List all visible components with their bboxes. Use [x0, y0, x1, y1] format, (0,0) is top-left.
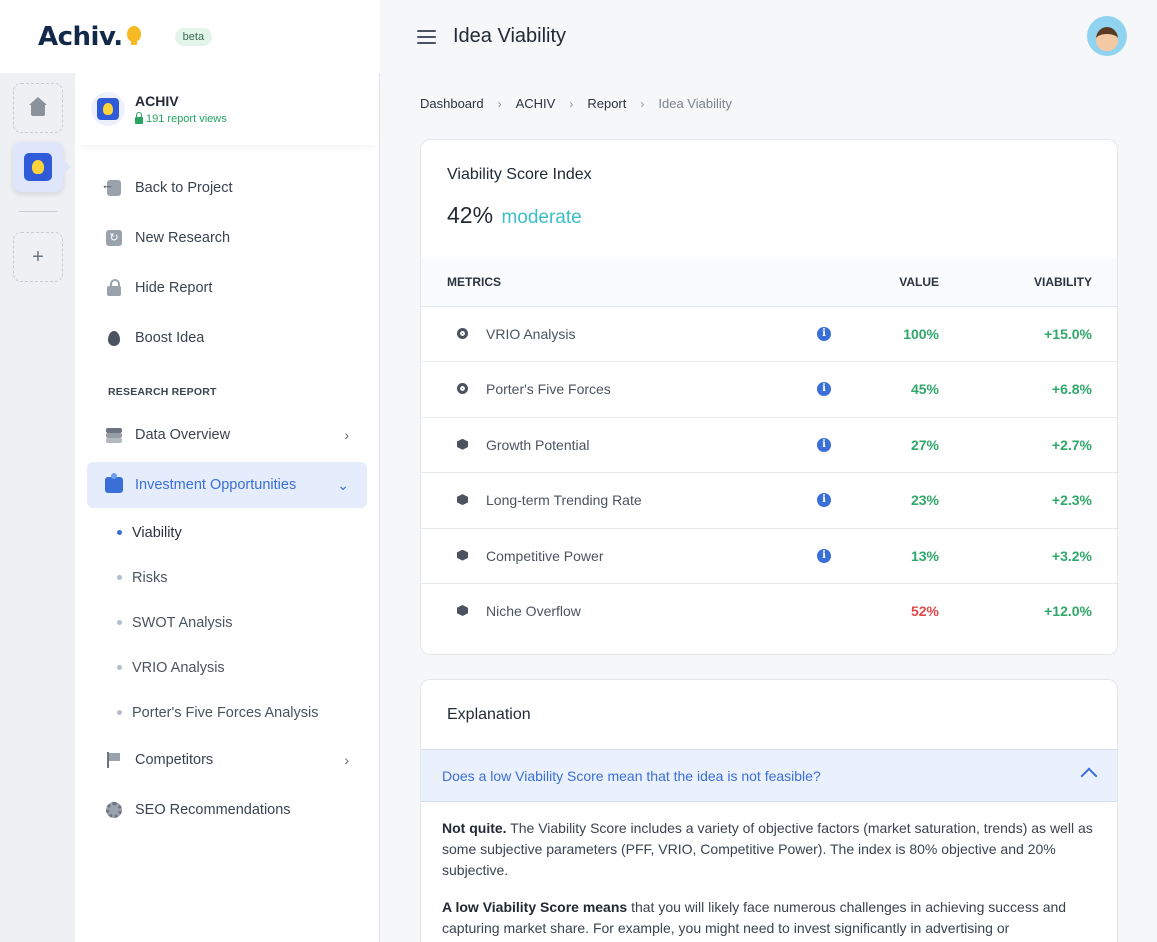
info-icon[interactable]: i	[817, 437, 831, 452]
info-icon[interactable]: i	[817, 548, 831, 563]
back-to-project-button[interactable]: Back to Project	[101, 163, 355, 213]
chevron-down-icon: ⌄	[337, 476, 349, 493]
beta-badge: beta	[174, 27, 213, 46]
report-nav: Data Overview › Investment Opportunities…	[87, 410, 367, 835]
hide-report-button[interactable]: Hide Report	[105, 263, 355, 313]
project-rail: +	[0, 73, 75, 942]
section-title: RESEARCH REPORT	[108, 386, 217, 398]
layers-icon	[105, 426, 123, 444]
viability-card: Viability Score Index 42% moderate METRI…	[420, 139, 1118, 655]
breadcrumb-current: Idea Viability	[658, 96, 732, 111]
bullet-icon	[117, 665, 122, 670]
info-icon[interactable]: i	[817, 493, 831, 508]
breadcrumb: Dashboard › ACHIV › Report › Idea Viabil…	[420, 96, 732, 111]
report-views: 191 report views	[135, 111, 227, 125]
new-research-button[interactable]: ↻ New Research	[105, 213, 355, 263]
table-row: Long-term Trending Rate i 23% +2.3%	[421, 473, 1117, 529]
table-row: Competitive Power i 13% +3.2%	[421, 529, 1117, 584]
target-icon	[457, 328, 468, 339]
table-row: Niche Overflow 52% +12.0%	[421, 584, 1117, 639]
chevron-right-icon: ›	[344, 427, 349, 443]
explanation-title: Explanation	[447, 706, 531, 723]
menu-icon[interactable]	[417, 29, 436, 44]
page-title: Idea Viability	[453, 25, 567, 47]
project-achiv-button[interactable]	[13, 142, 71, 192]
bullet-icon	[117, 620, 122, 625]
home-icon	[29, 97, 47, 116]
plus-icon: +	[32, 245, 44, 268]
sidebar-subitem-risks[interactable]: Risks	[87, 555, 367, 600]
chevron-right-icon: ›	[569, 96, 574, 111]
chevron-right-icon: ›	[497, 96, 502, 111]
gear-icon	[105, 801, 123, 819]
cube-icon	[457, 604, 468, 616]
brand-bar: Achiv. beta	[0, 0, 380, 73]
sidebar-subitem-vrio[interactable]: VRIO Analysis	[87, 645, 367, 690]
sidebar-item-competitors[interactable]: Competitors ›	[87, 735, 367, 785]
metrics-table: VRIO Analysis i 100% +15.0% Porter's Fiv…	[421, 307, 1117, 639]
logo[interactable]: Achiv.	[38, 22, 141, 52]
sidebar-item-seo[interactable]: SEO Recommendations	[87, 785, 367, 835]
boost-idea-button[interactable]: Boost Idea	[105, 313, 355, 363]
breadcrumb-dashboard[interactable]: Dashboard	[420, 96, 484, 111]
home-button[interactable]	[13, 83, 63, 133]
back-icon	[101, 177, 123, 197]
table-row: Porter's Five Forces i 45% +6.8%	[421, 362, 1117, 418]
table-row: VRIO Analysis i 100% +15.0%	[421, 307, 1117, 363]
sidebar-subitem-viability[interactable]: Viability	[87, 510, 367, 555]
breadcrumb-report[interactable]: Report	[587, 96, 627, 111]
add-project-button[interactable]: +	[13, 232, 63, 282]
cube-icon	[457, 438, 468, 450]
col-value: VALUE	[899, 275, 939, 289]
answer-paragraph: A low Viability Score means that you wil…	[442, 899, 1067, 936]
faq-question[interactable]: Does a low Viability Score mean that the…	[421, 749, 1117, 802]
lightbulb-icon	[24, 153, 52, 181]
fire-icon	[105, 329, 123, 347]
bullet-icon	[117, 710, 122, 715]
bullet-icon	[117, 575, 122, 580]
refresh-icon: ↻	[105, 229, 123, 247]
project-name: ACHIV	[135, 93, 179, 109]
sidebar-subitem-swot[interactable]: SWOT Analysis	[87, 600, 367, 645]
target-icon	[457, 383, 468, 395]
explanation-card: Explanation Does a low Viability Score m…	[420, 679, 1118, 942]
sidebar-item-investment-opportunities[interactable]: Investment Opportunities ⌄	[87, 462, 367, 508]
sidebar: ACHIV 191 report views Back to Project ↻…	[75, 73, 380, 942]
logo-text: Achiv.	[38, 21, 123, 52]
rail-divider	[19, 211, 57, 212]
chevron-right-icon: ›	[640, 96, 645, 111]
avatar[interactable]	[1087, 16, 1127, 56]
score-title: Viability Score Index	[447, 166, 592, 183]
sidebar-subitem-porters[interactable]: Porter's Five Forces Analysis	[87, 690, 367, 735]
lock-icon	[105, 279, 123, 297]
cube-icon	[457, 494, 468, 506]
top-bar: Idea Viability	[381, 0, 1157, 73]
table-header: METRICS VALUE VIABILITY	[421, 258, 1117, 307]
lightbulb-icon	[126, 25, 141, 45]
info-icon[interactable]: i	[817, 327, 831, 341]
chevron-right-icon: ›	[344, 752, 349, 768]
chevron-up-icon	[1080, 767, 1098, 785]
sidebar-item-data-overview[interactable]: Data Overview ›	[87, 410, 367, 460]
inbox-icon	[105, 473, 123, 494]
project-actions: Back to Project ↻ New Research Hide Repo…	[101, 163, 355, 363]
score-label: moderate	[501, 207, 582, 228]
answer-paragraph: Not quite. The Viability Score includes …	[442, 820, 1093, 878]
faq-answer: Not quite. The Viability Score includes …	[442, 818, 1097, 942]
cube-icon	[457, 549, 468, 561]
breadcrumb-achiv[interactable]: ACHIV	[515, 96, 556, 111]
col-metrics: METRICS	[447, 275, 501, 289]
info-icon[interactable]: i	[817, 382, 831, 397]
bullet-icon	[117, 530, 122, 535]
flag-icon	[105, 751, 123, 769]
unlock-icon	[135, 111, 143, 124]
col-viability: VIABILITY	[1033, 275, 1092, 289]
project-avatar	[91, 92, 125, 126]
project-header: ACHIV 191 report views	[75, 73, 379, 145]
table-row: Growth Potential i 27% +2.7%	[421, 418, 1117, 474]
score-value: 42% moderate	[447, 202, 582, 228]
